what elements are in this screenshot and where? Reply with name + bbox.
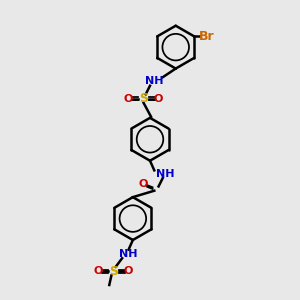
Text: O: O: [94, 266, 103, 276]
Text: O: O: [124, 94, 133, 103]
Text: NH: NH: [156, 169, 174, 178]
Text: NH: NH: [119, 249, 138, 259]
Text: O: O: [139, 179, 148, 189]
Text: Br: Br: [199, 30, 215, 43]
Text: O: O: [154, 94, 163, 103]
Text: NH: NH: [145, 76, 164, 86]
Text: S: S: [139, 92, 148, 105]
Text: S: S: [109, 265, 118, 278]
Text: O: O: [124, 266, 133, 276]
